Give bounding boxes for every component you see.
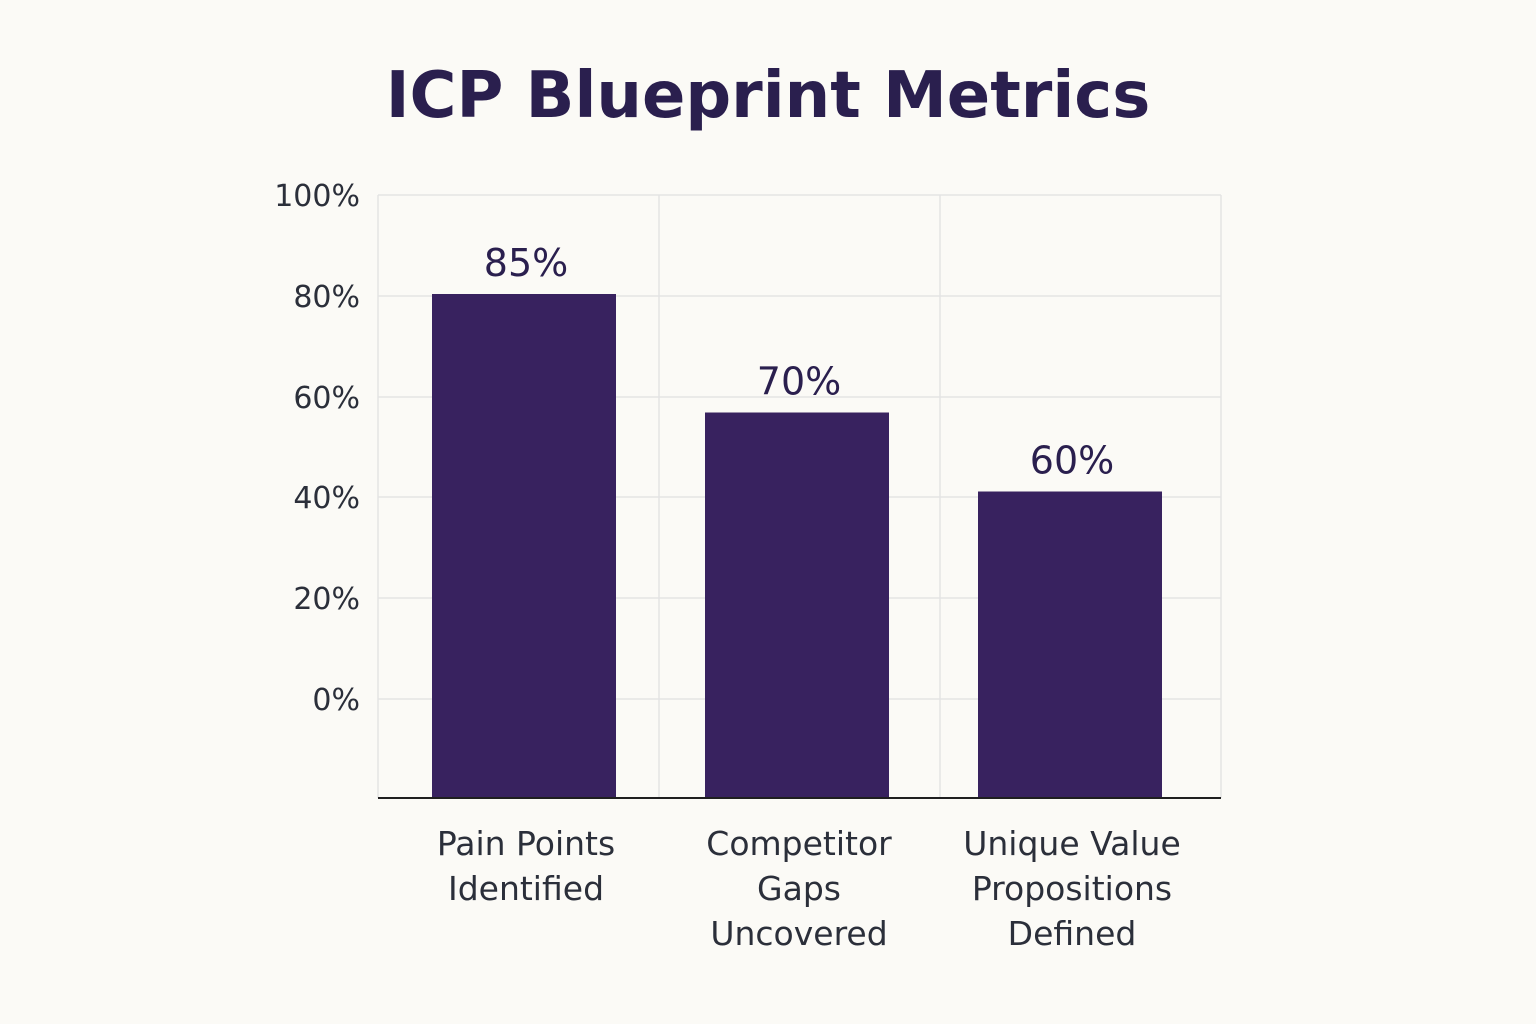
y-tick-label: 20% [293,582,360,617]
bars [432,294,1162,798]
chart-title: ICP Blueprint Metrics [385,59,1151,133]
y-tick-label: 60% [293,381,360,416]
category-label-line: Defined [1008,914,1137,953]
category-label-line: Uncovered [710,914,887,953]
y-axis-ticks: 100% 80% 60% 40% 20% 0% [274,179,360,718]
bar [978,491,1162,798]
category-label-line: Competitor [706,824,892,863]
category-label: Unique Value Propositions Defined [963,824,1181,953]
category-label: Competitor Gaps Uncovered [706,824,892,953]
category-labels: Pain Points Identified Competitor Gaps Uncov… [437,824,1181,953]
y-tick-label: 40% [293,481,360,516]
category-label: Pain Points Identified [437,824,615,908]
category-label-line: Unique Value [963,824,1181,863]
bar [432,294,616,798]
category-label-line: Propositions [972,869,1172,908]
bar [705,412,889,798]
y-tick-label: 100% [274,179,360,214]
bar-value-label: 70% [757,360,841,404]
y-tick-label: 80% [293,280,360,315]
category-label-line: Gaps [757,869,841,908]
category-label-line: Pain Points [437,824,615,863]
bar-value-label: 60% [1030,439,1114,483]
category-label-line: Identified [448,869,604,908]
y-tick-label: 0% [312,683,360,718]
bar-value-label: 85% [484,241,568,285]
data-labels: 85% 70% 60% [484,241,1114,483]
